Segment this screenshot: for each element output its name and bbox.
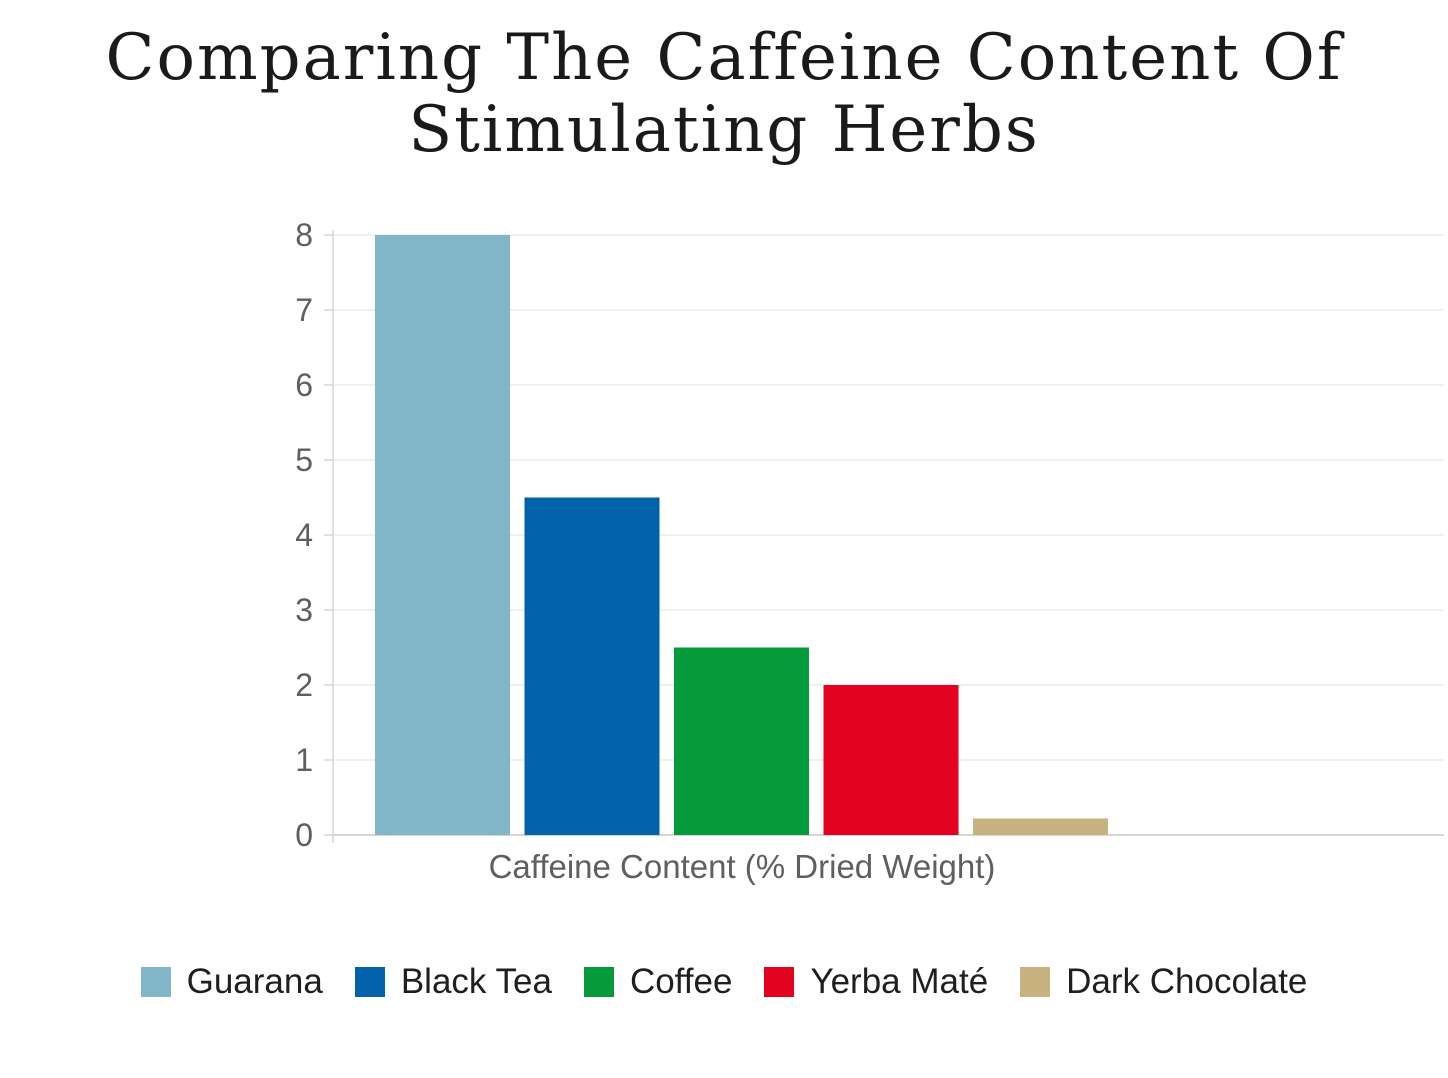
bar-black-tea xyxy=(524,497,660,835)
y-tick-label: 0 xyxy=(295,817,313,853)
chart-title-line-2: Stimulating Herbs xyxy=(408,93,1040,167)
legend-label: Dark Chocolate xyxy=(1066,962,1308,1001)
legend-item-dark-chocolate: Dark Chocolate xyxy=(1020,962,1307,1002)
y-tick-label: 8 xyxy=(295,217,313,253)
legend-swatch xyxy=(140,967,171,997)
legend-item-black-tea: Black Tea xyxy=(354,962,552,1002)
legend-label: Black Tea xyxy=(400,962,552,1001)
y-tick-label: 6 xyxy=(295,367,313,403)
x-axis-label: Caffeine Content (% Dried Weight) xyxy=(489,848,996,885)
y-tick-label: 7 xyxy=(295,292,313,328)
legend-item-yerba-mat: Yerba Maté xyxy=(764,962,988,1002)
bar-coffee xyxy=(674,647,809,835)
legend-label: Yerba Maté xyxy=(810,962,989,1001)
legend-item-guarana: Guarana xyxy=(140,962,323,1002)
legend-swatch xyxy=(583,967,614,997)
legend-swatch xyxy=(764,967,795,997)
legend-label: Guarana xyxy=(186,962,323,1001)
legend: Guarana Black Tea Coffee Yerba Maté Dark Cho… xyxy=(0,962,1448,1002)
chart-title-line-1: Comparing The Caffeine Content Of xyxy=(105,21,1343,95)
legend-item-coffee: Coffee xyxy=(583,962,733,1002)
bars xyxy=(375,235,1108,835)
y-tick-label: 3 xyxy=(295,592,313,628)
legend-label: Coffee xyxy=(629,962,733,1001)
legend-swatch xyxy=(1020,967,1051,997)
legend-swatch xyxy=(354,967,385,997)
bar-yerba-mat xyxy=(823,685,959,835)
chart-title: Comparing The Caffeine Content Of Stimul… xyxy=(0,22,1448,166)
bar-guarana xyxy=(375,235,510,835)
y-tick-label: 2 xyxy=(295,667,313,703)
bar-dark-chocolate xyxy=(973,818,1108,835)
y-tick-label: 4 xyxy=(295,517,313,553)
y-tick-label: 5 xyxy=(295,442,313,478)
grid-lines xyxy=(333,234,1444,836)
y-axis: 0 1 2 3 4 5 6 7 8 xyxy=(295,217,334,853)
y-tick-label: 1 xyxy=(295,742,313,778)
